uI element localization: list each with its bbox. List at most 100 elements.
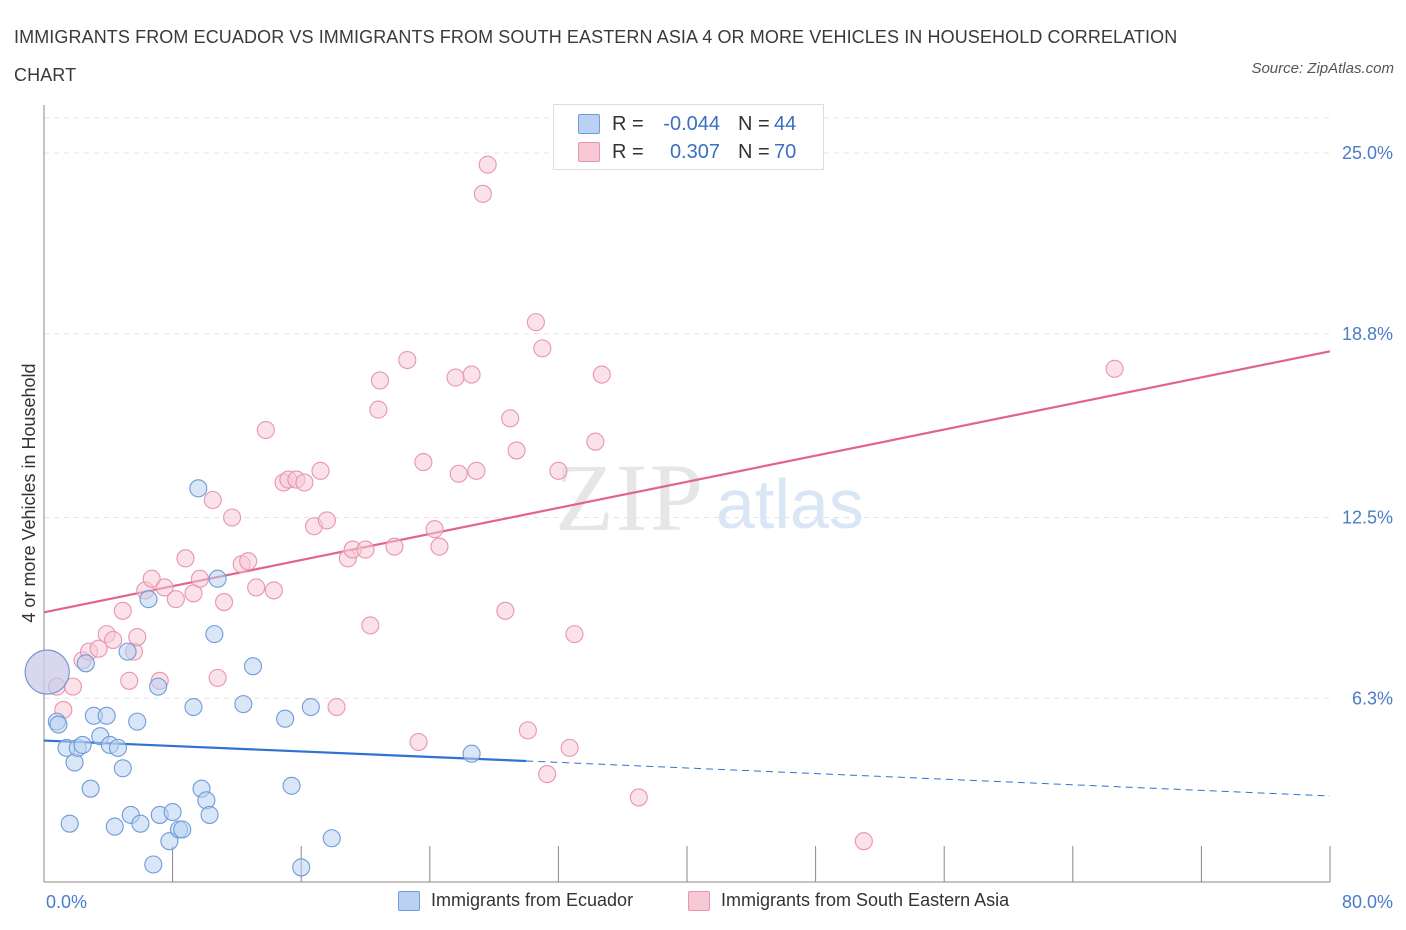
y-tick-label: 6.3% [1352,688,1393,708]
point-ecuador [205,625,224,644]
point-sea [586,432,605,451]
tick-labels: 6.3% 12.5% 18.8% 25.0% 0.0% 80.0% [46,143,1393,912]
axes [43,105,1331,883]
point-sea [208,668,227,687]
stats-legend: R = -0.044 N = 44 R = 0.307 N = 70 [553,104,824,170]
point-ecuador [81,779,100,798]
data-points [24,155,1124,877]
point-sea [120,671,139,690]
point-ecuador [462,744,481,763]
point-sea [128,628,147,647]
r-label: R = [612,112,644,135]
point-sea [113,601,132,620]
point-sea [565,625,584,644]
point-ecuador [49,715,68,734]
point-ecuador [128,712,147,731]
point-ecuador [131,814,150,833]
point-ecuador [322,829,341,848]
source-label: Source: ZipAtlas.com [1251,60,1394,77]
point-sea [356,540,375,559]
point-ecuador [60,814,79,833]
point-ecuador [105,817,124,836]
legend-swatch-ecuador [578,114,600,134]
point-sea [518,721,537,740]
point-sea [311,461,330,480]
point-sea [496,601,515,620]
r-value: 0.307 [669,140,720,163]
point-ecuador [76,654,95,673]
point-sea [214,593,234,612]
point-sea [385,537,404,556]
point-ecuador [184,697,203,717]
point-sea [223,508,242,527]
n-label: N = [738,112,770,135]
point-ecuador [24,649,70,695]
grid [44,117,1330,699]
point-sea [414,453,433,472]
point-sea [361,616,380,635]
point-sea [239,552,258,571]
watermark-atlas: atlas [716,465,864,543]
point-ecuador [113,759,132,778]
n-label: N = [738,140,770,163]
bottom-legend-swatch-sea [688,890,710,911]
point-ecuador [65,753,84,772]
point-sea [327,697,346,717]
point-sea [533,339,552,358]
point-sea [256,420,275,440]
y-axis-label: 4 or more Vehicles in Household [19,363,39,622]
point-sea [317,511,336,530]
point-sea [425,520,444,539]
point-ecuador [200,805,219,824]
point-sea [473,184,492,203]
point-sea [501,409,520,428]
point-sea [89,639,108,658]
point-ecuador [139,590,158,609]
y-tick-label: 25.0% [1342,143,1393,163]
point-sea [592,365,611,384]
point-sea [264,581,283,600]
watermark: ZIP atlas [555,444,864,551]
point-sea [629,788,648,807]
point-sea [1105,359,1124,378]
y-tick-label: 18.8% [1342,324,1393,344]
point-ecuador [160,832,179,851]
point-sea [538,765,557,784]
bottom-legend-ecuador: Immigrants from Ecuador [398,890,633,911]
point-ecuador [73,735,92,754]
trend-line-sea [43,350,1331,614]
point-ecuador [108,738,127,757]
legend-swatch-sea [578,142,600,162]
n-value: 44 [774,112,797,135]
point-sea [370,371,390,390]
point-sea [462,365,481,384]
point-sea [449,464,468,483]
point-sea [409,732,428,752]
point-ecuador [163,802,182,822]
trend-lines [43,350,1331,797]
legend-row-sea: R = 0.307 N = 70 [578,138,796,166]
bottom-legend-label-sea: Immigrants from South Eastern Asia [721,890,1010,910]
chart-title: IMMIGRANTS FROM ECUADOR VS IMMIGRANTS FR… [14,27,1178,85]
point-sea [526,313,545,332]
trend-line-ecuador-extension [526,760,1331,797]
point-sea [369,400,388,419]
point-ecuador [208,569,227,588]
point-ecuador [234,695,253,714]
point-ecuador [282,776,301,795]
r-label: R = [612,140,644,163]
point-ecuador [97,706,116,725]
bottom-legend-label-ecuador: Immigrants from Ecuador [431,890,634,910]
point-sea [467,461,486,480]
point-ecuador [276,709,295,728]
point-sea [247,578,266,597]
point-sea [854,832,873,851]
point-sea [166,590,185,609]
point-sea [63,677,82,696]
point-sea [155,578,174,597]
x-tick-label: 80.0% [1342,892,1393,912]
y-tick-label: 12.5% [1342,507,1393,527]
point-sea [295,473,314,492]
point-ecuador [292,858,311,877]
